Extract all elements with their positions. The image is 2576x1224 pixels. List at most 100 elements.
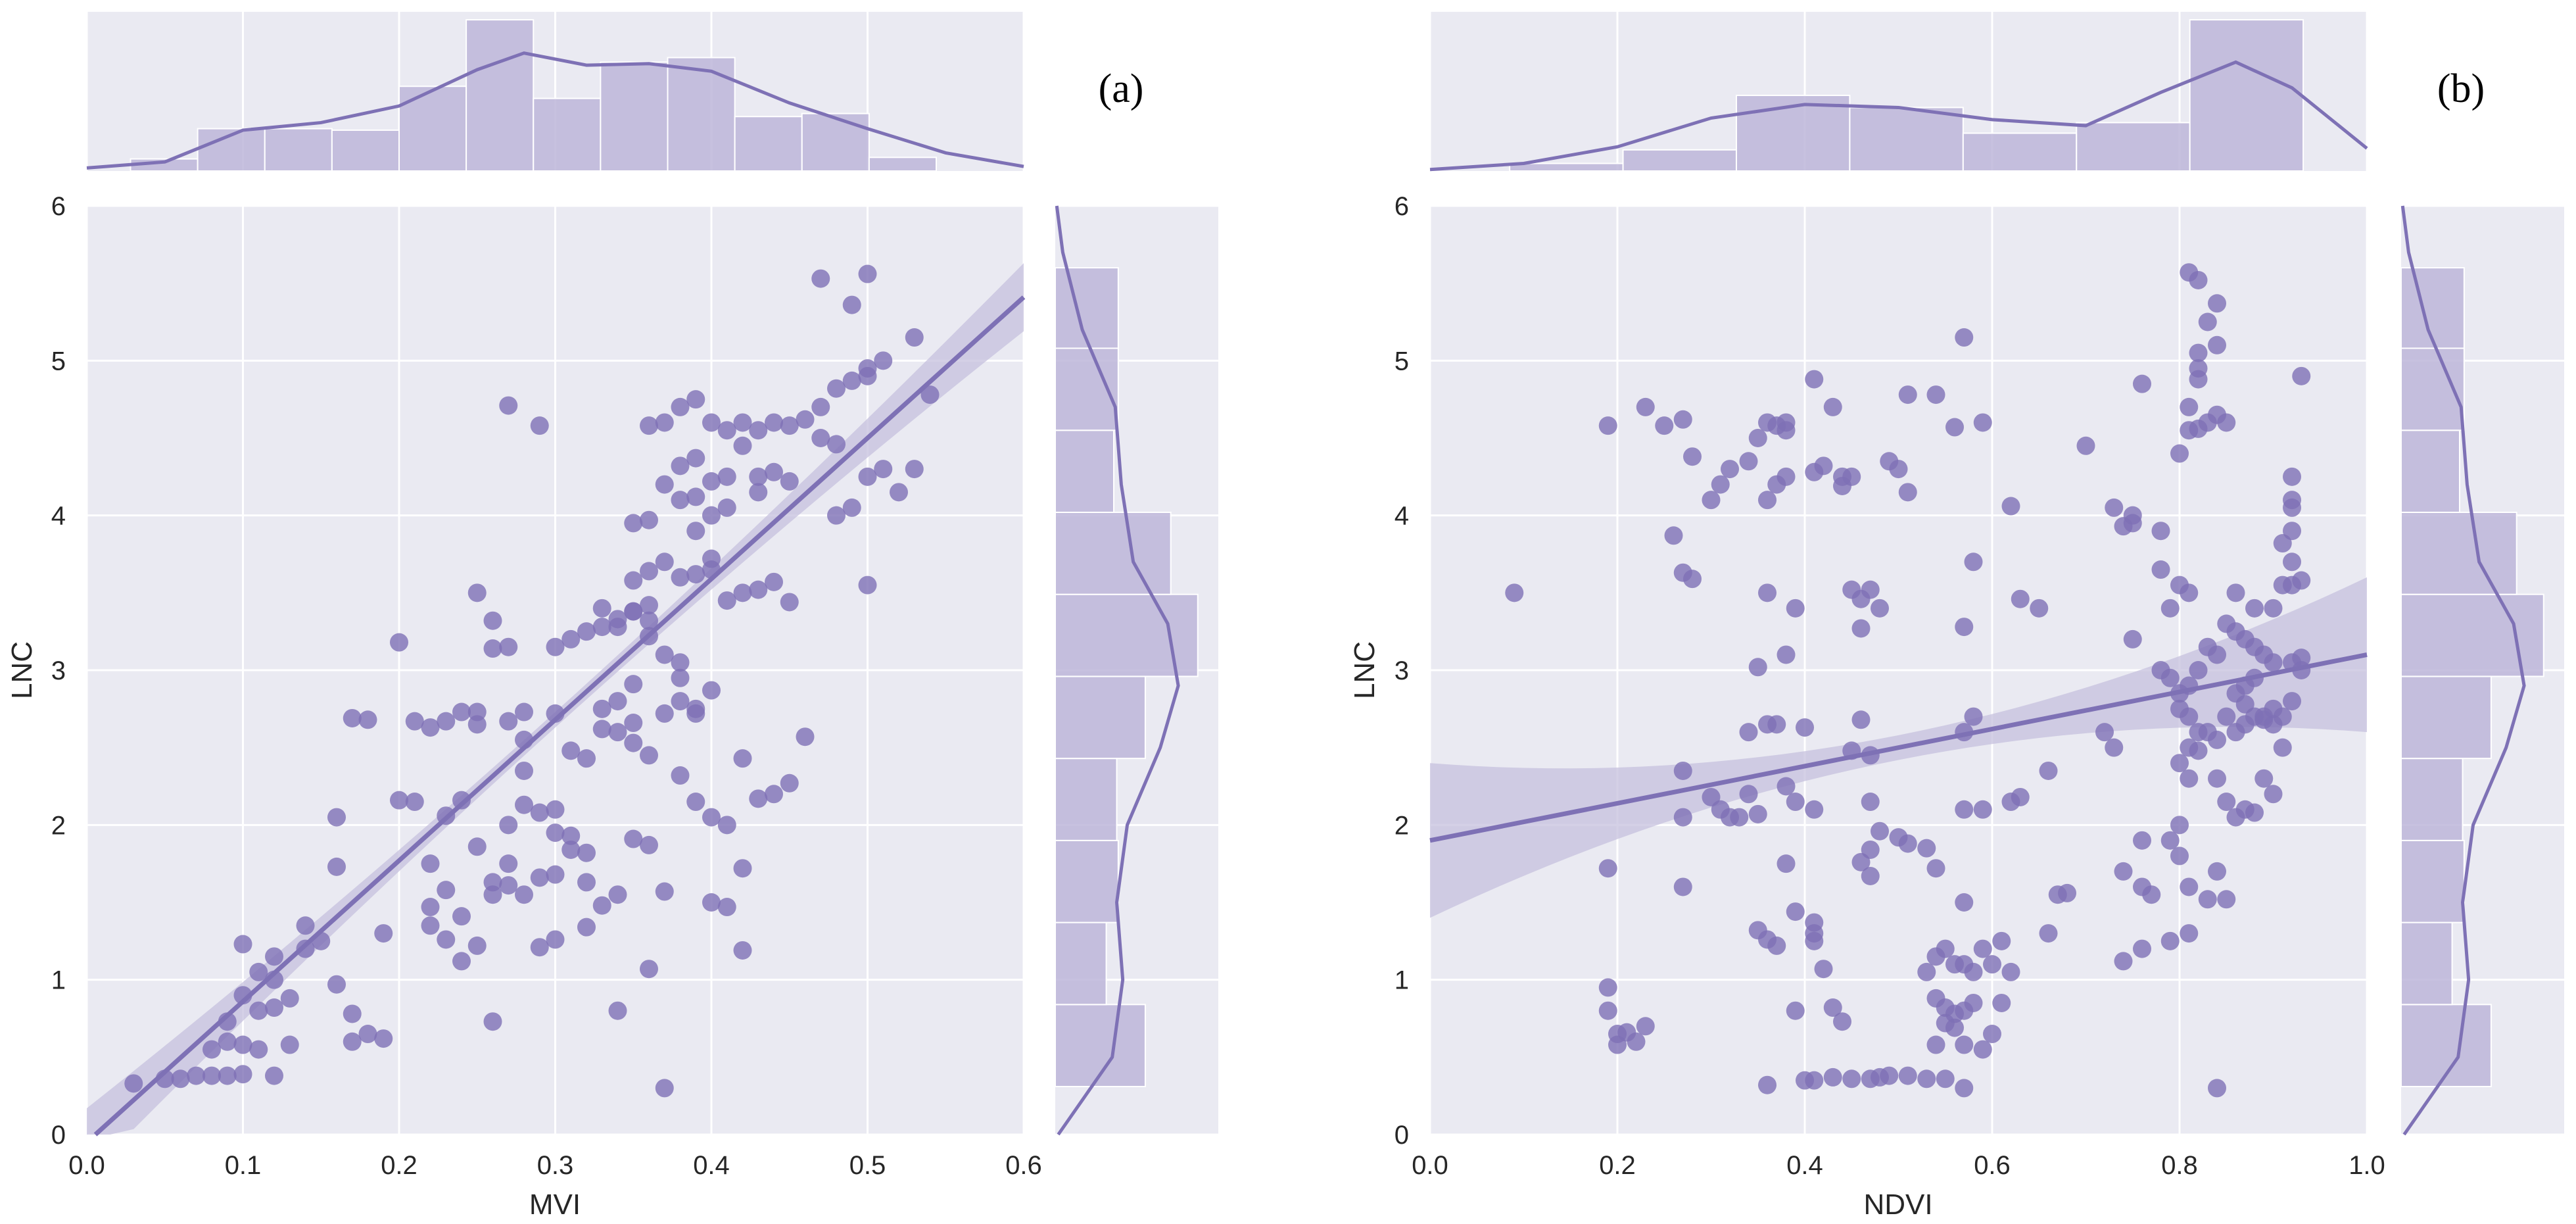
- scatter-point: [467, 837, 487, 856]
- scatter-point: [842, 498, 861, 517]
- scatter-point: [1814, 456, 1833, 476]
- scatter-point: [546, 823, 565, 843]
- panel-b-right-kde-line: [2400, 205, 2526, 1136]
- scatter-point: [437, 712, 456, 731]
- scatter-point: [327, 857, 346, 876]
- scatter-point: [1917, 962, 1936, 981]
- scatter-point: [1945, 418, 1964, 437]
- right-histogram-bar: [2400, 429, 2460, 513]
- scatter-point: [1683, 447, 1702, 466]
- scatter-point: [765, 462, 783, 481]
- panel-a-regression-line: [93, 295, 1026, 1137]
- scatter-point: [2105, 738, 2124, 757]
- top-histogram-bar: [1849, 107, 1964, 172]
- scatter-point: [905, 460, 924, 479]
- scatter-point: [702, 681, 721, 700]
- scatter-point: [2160, 831, 2180, 850]
- scatter-point: [1786, 1001, 1805, 1020]
- scatter-point: [1926, 947, 1945, 966]
- scatter-point: [608, 885, 627, 904]
- scatter-point: [2235, 715, 2254, 734]
- scatter-point: [1898, 385, 1917, 404]
- scatter-point: [2217, 707, 2236, 726]
- top-histogram-bar: [533, 97, 602, 172]
- scatter-point: [1777, 467, 1796, 486]
- scatter-point: [530, 416, 549, 435]
- panel-a-main-grid: [85, 205, 1025, 1136]
- scatter-point: [561, 840, 581, 859]
- scatter-point: [671, 668, 690, 687]
- scatter-point: [874, 460, 893, 479]
- scatter-point: [1983, 1025, 2001, 1044]
- scatter-point: [2226, 583, 2245, 602]
- scatter-point: [655, 1079, 674, 1098]
- top-histogram-bar: [2189, 19, 2304, 172]
- scatter-point: [124, 1074, 143, 1093]
- right-histogram-bar: [1055, 267, 1119, 349]
- scatter-point: [2283, 552, 2301, 572]
- scatter-point: [327, 975, 346, 994]
- scatter-point: [343, 1032, 362, 1051]
- panel-b-label: (b): [2437, 66, 2485, 111]
- scatter-point: [2264, 599, 2283, 618]
- scatter-point: [2217, 890, 2236, 909]
- scatter-point: [374, 924, 393, 943]
- scatter-point: [905, 328, 924, 347]
- scatter-point: [827, 379, 846, 398]
- y-tick-label: 3: [51, 656, 66, 685]
- scatter-point: [655, 882, 674, 901]
- scatter-point: [608, 618, 627, 637]
- scatter-point: [1926, 1035, 1945, 1054]
- scatter-point: [1955, 328, 1974, 347]
- scatter-point: [717, 898, 736, 917]
- scatter-point: [280, 1035, 299, 1054]
- scatter-point: [1796, 718, 1814, 737]
- scatter-point: [1861, 580, 1880, 599]
- scatter-point: [499, 637, 518, 656]
- top-histogram-bar: [1622, 149, 1737, 172]
- scatter-point: [749, 789, 768, 808]
- scatter-point: [2133, 831, 2151, 850]
- scatter-point: [171, 1069, 190, 1089]
- scatter-point: [390, 791, 408, 810]
- top-histogram-bar: [868, 157, 937, 172]
- scatter-point: [530, 803, 549, 822]
- scatter-point: [1898, 1066, 1917, 1085]
- scatter-point: [2198, 637, 2217, 656]
- scatter-point: [280, 989, 299, 1008]
- top-histogram-bar: [1962, 132, 2078, 172]
- scatter-point: [1627, 1032, 1646, 1051]
- scatter-point: [733, 436, 752, 455]
- scatter-point: [1851, 852, 1871, 871]
- scatter-point: [1814, 960, 1833, 979]
- scatter-point: [2189, 343, 2208, 362]
- scatter-point: [640, 510, 658, 529]
- scatter-point: [733, 941, 752, 960]
- right-histogram-bar: [2400, 758, 2464, 841]
- scatter-point: [2245, 599, 2264, 618]
- scatter-point: [1598, 859, 1617, 878]
- scatter-point: [1673, 877, 1692, 896]
- scatter-point: [2264, 699, 2283, 718]
- panel-a-top-histogram: [130, 19, 937, 172]
- panel-a-right-kde-line: [1055, 205, 1180, 1136]
- scatter-point: [1758, 1075, 1777, 1094]
- scatter-point: [2123, 629, 2142, 649]
- scatter-point: [624, 602, 643, 621]
- scatter-point: [249, 1040, 268, 1059]
- scatter-point: [671, 653, 690, 672]
- scatter-point: [780, 472, 799, 491]
- scatter-point: [2189, 370, 2208, 389]
- scatter-point: [796, 727, 815, 747]
- scatter-point: [1955, 893, 1974, 912]
- scatter-point: [2030, 599, 2049, 618]
- scatter-point: [796, 410, 815, 429]
- scatter-point: [2180, 397, 2199, 416]
- scatter-point: [2011, 787, 2030, 806]
- scatter-point: [187, 1066, 206, 1085]
- y-tick-label: 6: [1395, 192, 1409, 221]
- scatter-point: [1636, 1017, 1655, 1036]
- scatter-point: [437, 930, 456, 949]
- scatter-point: [608, 692, 627, 711]
- scatter-point: [546, 800, 565, 819]
